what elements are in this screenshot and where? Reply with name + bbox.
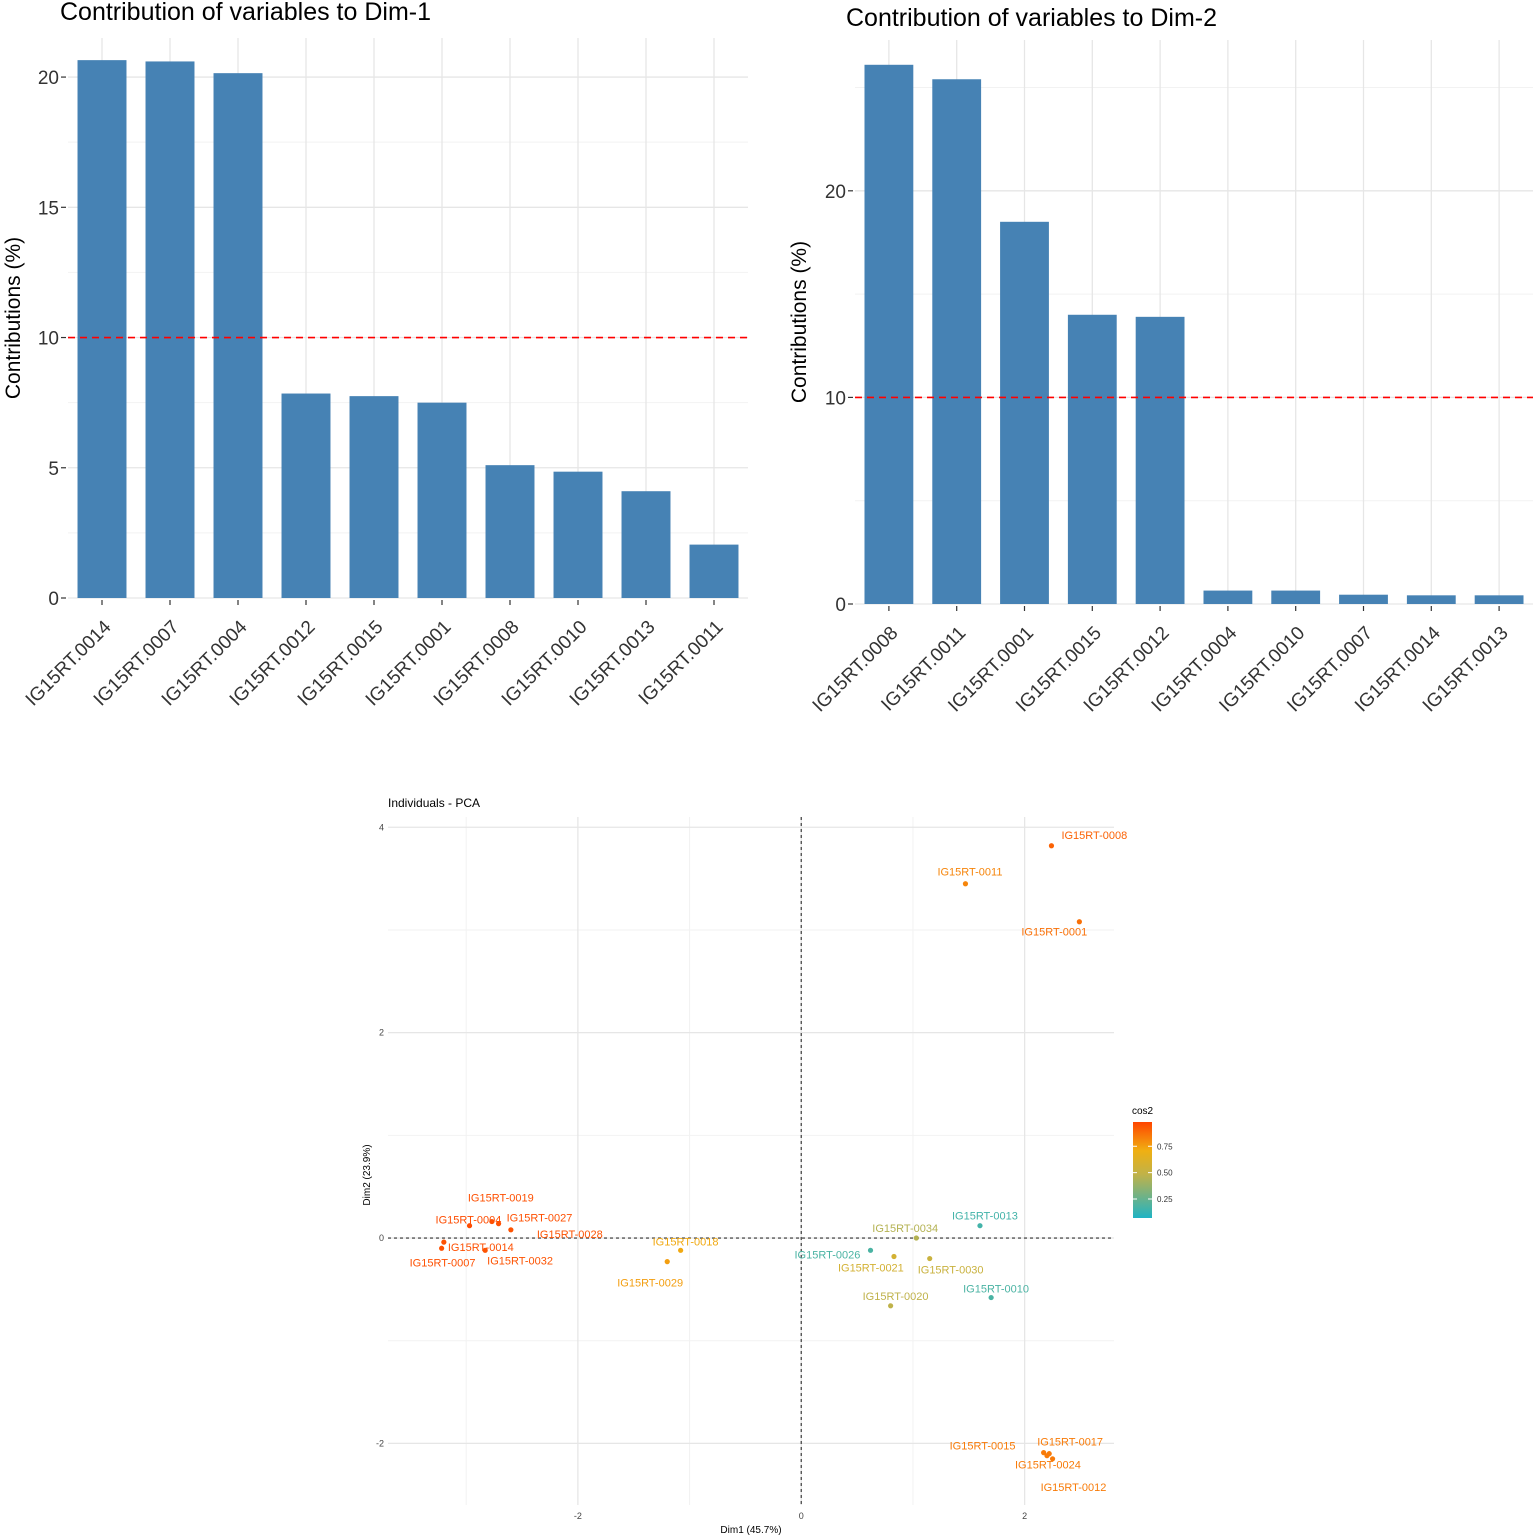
- y-tick-label: 0: [835, 595, 846, 616]
- point-label: IG15RT-0032: [487, 1255, 553, 1267]
- point-label: IG15RT-0018: [653, 1236, 719, 1248]
- point-IG15RT-0007: [439, 1245, 445, 1251]
- point-IG15RT-0028: [508, 1227, 514, 1233]
- bar-IG15RT.0011: [932, 79, 982, 604]
- bar-IG15RT.0004: [1203, 590, 1253, 604]
- dim2-chart-title: Contribution of variables to Dim-2: [846, 4, 1217, 32]
- bar-IG15RT.0004: [213, 73, 263, 599]
- point-IG15RT-0026: [867, 1247, 874, 1253]
- dim2-contribution-chart: Contribution of variables to Dim-2 0 10 20…: [788, 4, 1533, 716]
- y-tick-label: 10: [38, 329, 59, 350]
- point-IG15RT-0015: [1041, 1450, 1047, 1456]
- bar-IG15RT.0015: [1067, 314, 1117, 604]
- point-IG15RT-0021: [891, 1253, 897, 1260]
- point-label: IG15RT-0004: [436, 1215, 502, 1227]
- point-label: IG15RT-0013: [952, 1211, 1018, 1223]
- point-IG15RT-0019: [489, 1218, 495, 1225]
- y-axis-label: Contributions (%): [788, 241, 811, 403]
- point-IG15RT-0010: [988, 1294, 994, 1301]
- bar-IG15RT.0013: [621, 491, 671, 598]
- point-label: IG15RT-0021: [838, 1262, 904, 1274]
- bar-IG15RT.0008: [864, 64, 914, 605]
- point-IG15RT-0008: [1048, 843, 1055, 849]
- point-IG15RT-0018: [678, 1247, 684, 1253]
- point-label: IG15RT-0030: [918, 1265, 984, 1277]
- point-label: IG15RT-0029: [617, 1278, 683, 1290]
- cos2-legend: cos2 0.25 0.50 0.75: [1132, 1106, 1173, 1218]
- y-tick-label: 15: [38, 198, 59, 219]
- point-label: IG15RT-0028: [537, 1229, 603, 1241]
- point-IG15RT-0012: [1049, 1456, 1056, 1462]
- legend-tick-label: 0.25: [1157, 1195, 1173, 1204]
- y-tick-label: 20: [38, 68, 59, 89]
- point-label: IG15RT-0001: [1021, 927, 1087, 939]
- point-label: IG15RT-0010: [963, 1284, 1029, 1296]
- legend-title: cos2: [1132, 1106, 1154, 1117]
- point-label: IG15RT-0024: [1015, 1460, 1081, 1472]
- bar-IG15RT.0012: [1135, 316, 1185, 604]
- point-IG15RT-0011: [962, 881, 969, 887]
- legend-colorbar: [1133, 1122, 1152, 1218]
- point-IG15RT-0030: [927, 1255, 933, 1262]
- point-label: IG15RT-0015: [950, 1441, 1016, 1453]
- point-label: IG15RT-0027: [507, 1213, 573, 1225]
- point-label: IG15RT-0007: [410, 1257, 476, 1269]
- point-label: IG15RT-0017: [1037, 1437, 1103, 1449]
- point-IG15RT-0029: [664, 1259, 670, 1265]
- dim1-chart-title: Contribution of variables to Dim-1: [60, 0, 431, 26]
- point-IG15RT-0034: [913, 1235, 919, 1241]
- point-label: IG15RT-0020: [863, 1291, 929, 1303]
- y-axis-label: Dim2 (23.9%): [362, 1144, 373, 1205]
- point-IG15RT-0001: [1076, 919, 1082, 925]
- point-label: IG15RT-0019: [468, 1193, 534, 1205]
- bar-IG15RT.0001: [1000, 221, 1049, 605]
- x-tick-label: 2: [1022, 1511, 1027, 1521]
- x-tick-label: -2: [574, 1511, 582, 1521]
- point-label: IG15RT-0034: [872, 1223, 938, 1235]
- point-IG15RT-0024: [1044, 1453, 1050, 1459]
- pca-individuals-chart: Individuals - PCA -2 0 2 -2 0 2 4 IG15RT-0008 IG…: [362, 796, 1173, 1536]
- y-tick-label: 0: [379, 1233, 384, 1243]
- point-IG15RT-0013: [977, 1223, 983, 1229]
- point-label: IG15RT-0014: [448, 1242, 514, 1254]
- point-IG15RT-0032: [482, 1247, 488, 1253]
- y-tick-label: 0: [48, 589, 59, 610]
- bar-IG15RT.0014: [1406, 595, 1456, 604]
- point-label: IG15RT-0011: [937, 867, 1002, 879]
- y-tick-label: 4: [379, 822, 384, 832]
- bar-IG15RT.0010: [1271, 590, 1321, 604]
- point-IG15RT-0020: [888, 1303, 894, 1309]
- bar-IG15RT.0012: [281, 393, 331, 598]
- y-tick-label: 20: [825, 182, 846, 203]
- point-IG15RT-0027: [495, 1221, 502, 1227]
- pca-chart-title: Individuals - PCA: [388, 796, 480, 810]
- bar-IG15RT.0011: [689, 544, 739, 598]
- point-label: IG15RT-0026: [795, 1249, 861, 1261]
- bar-IG15RT.0015: [349, 396, 399, 598]
- bar-IG15RT.0007: [1339, 594, 1388, 604]
- bar-IG15RT.0010: [553, 471, 603, 598]
- point-label: IG15RT-0012: [1041, 1482, 1107, 1494]
- bar-IG15RT.0014: [77, 60, 127, 599]
- point-IG15RT-0014: [441, 1239, 447, 1245]
- y-tick-label: 5: [48, 459, 59, 480]
- y-tick-label: 10: [825, 388, 846, 409]
- dim1-contribution-chart: Contribution of variables to Dim-1 0 5 10 1…: [2, 0, 748, 710]
- y-tick-label: -2: [376, 1438, 384, 1448]
- y-axis-label: Contributions (%): [2, 237, 25, 399]
- legend-tick-label: 0.50: [1157, 1169, 1173, 1178]
- x-tick-label: 0: [799, 1511, 804, 1521]
- bar-IG15RT.0013: [1474, 595, 1524, 604]
- bar-IG15RT.0001: [417, 402, 467, 598]
- x-axis-label: Dim1 (45.7%): [720, 1525, 781, 1536]
- y-tick-label: 2: [379, 1028, 384, 1038]
- point-IG15RT-0004: [466, 1223, 473, 1229]
- bar-IG15RT.0007: [145, 61, 195, 599]
- legend-tick-label: 0.75: [1157, 1142, 1173, 1151]
- bar-IG15RT.0008: [485, 465, 535, 598]
- point-label: IG15RT-0008: [1061, 830, 1127, 842]
